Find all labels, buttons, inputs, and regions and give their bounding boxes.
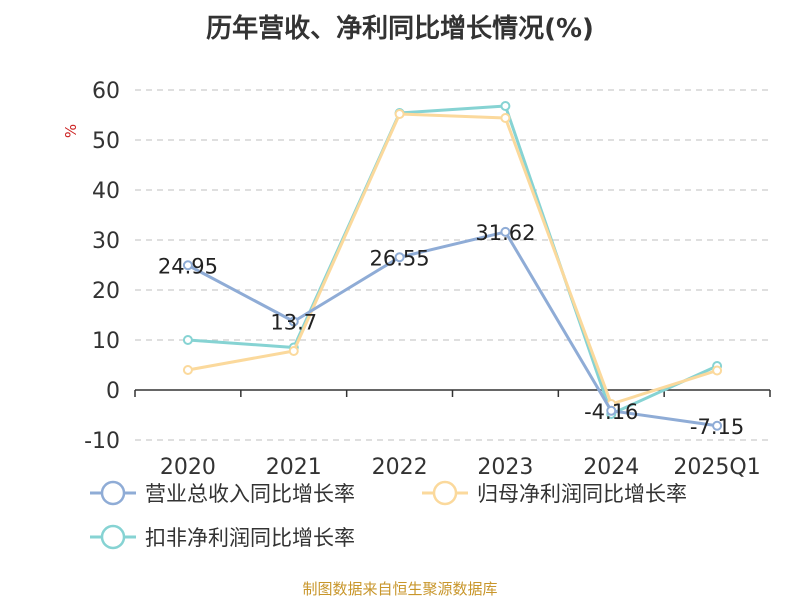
data-label: -7.15 bbox=[690, 415, 744, 439]
data-point bbox=[712, 365, 723, 376]
y-tick-label: -10 bbox=[84, 429, 120, 454]
x-tick-label: 2021 bbox=[266, 455, 322, 480]
data-point bbox=[606, 405, 617, 416]
legend-marker bbox=[432, 480, 458, 506]
series-line bbox=[187, 230, 718, 428]
data-point bbox=[500, 113, 511, 123]
data-point bbox=[288, 346, 299, 356]
data-label: 31.62 bbox=[475, 221, 535, 245]
y-tick-label: 50 bbox=[92, 129, 120, 154]
y-tick-label: 10 bbox=[92, 329, 120, 354]
data-point bbox=[394, 252, 405, 263]
data-label: 24.95 bbox=[158, 254, 218, 278]
legend-label: 营业总收入同比增长率 bbox=[145, 482, 355, 506]
data-point bbox=[500, 226, 511, 237]
chart-title: 历年营收、净利同比增长情况(%) bbox=[206, 14, 594, 44]
data-point bbox=[182, 335, 193, 345]
y-tick-label: 30 bbox=[92, 229, 120, 254]
legend-marker bbox=[100, 524, 126, 550]
data-label: 13.7 bbox=[270, 311, 317, 335]
y-tick-label: 0 bbox=[106, 379, 120, 404]
data-point bbox=[712, 420, 723, 431]
x-tick-label: 2025Q1 bbox=[673, 455, 760, 480]
x-tick-label: 2024 bbox=[583, 455, 639, 480]
series-line bbox=[187, 112, 718, 406]
y-tick-label: 20 bbox=[92, 279, 120, 304]
x-tick-label: 2020 bbox=[160, 455, 216, 480]
legend-marker bbox=[100, 480, 126, 506]
y-axis-label: % bbox=[62, 124, 80, 138]
legend-label: 归母净利润同比增长率 bbox=[477, 482, 687, 506]
y-tick-label: 60 bbox=[92, 79, 120, 104]
y-tick-label: 40 bbox=[92, 179, 120, 204]
data-point bbox=[182, 365, 193, 375]
series-line bbox=[187, 104, 718, 416]
legend-label: 扣非净利润同比增长率 bbox=[145, 526, 355, 550]
x-tick-label: 2022 bbox=[372, 455, 428, 480]
data-point bbox=[288, 316, 299, 327]
source-note: 制图数据来自恒生聚源数据库 bbox=[302, 580, 498, 598]
x-tick-label: 2023 bbox=[477, 455, 533, 480]
data-label: 26.55 bbox=[370, 246, 430, 270]
data-point bbox=[182, 260, 193, 271]
data-point bbox=[394, 109, 405, 119]
data-label: -4.16 bbox=[584, 400, 638, 424]
data-point bbox=[500, 101, 511, 111]
